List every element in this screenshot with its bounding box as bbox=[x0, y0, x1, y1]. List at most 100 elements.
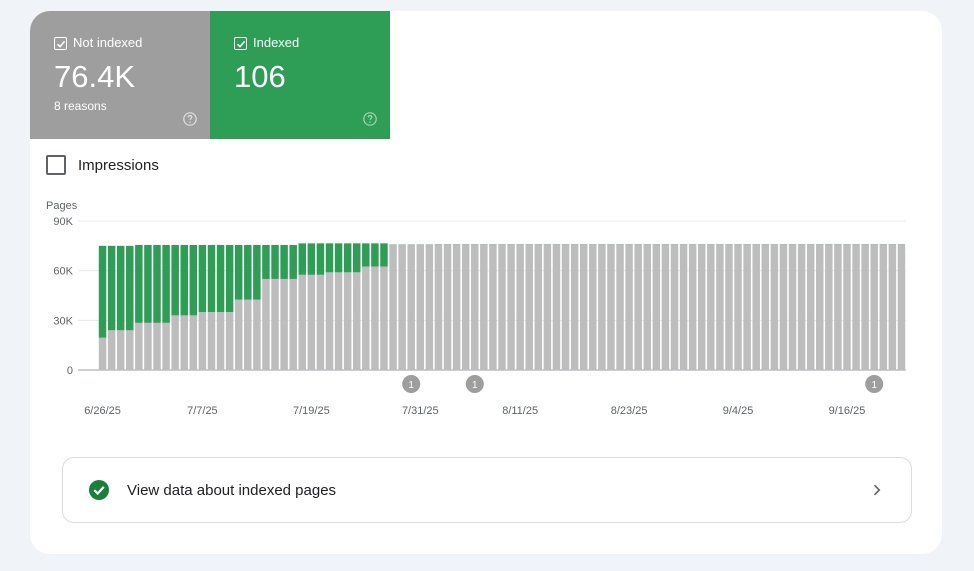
bar-not-indexed bbox=[797, 244, 806, 370]
not-indexed-label: Not indexed bbox=[73, 35, 143, 50]
bar-not-indexed bbox=[716, 244, 724, 370]
bar-not-indexed bbox=[407, 244, 415, 370]
bar-indexed bbox=[207, 245, 216, 313]
bar-not-indexed bbox=[334, 272, 343, 370]
bar-not-indexed bbox=[343, 272, 352, 370]
bar-not-indexed bbox=[189, 315, 198, 370]
bar-indexed bbox=[225, 245, 234, 313]
bar-not-indexed bbox=[761, 244, 770, 370]
bar-indexed bbox=[234, 245, 243, 300]
view-indexed-pages-link[interactable]: View data about indexed pages bbox=[62, 457, 912, 523]
bar-not-indexed bbox=[589, 244, 597, 370]
x-tick-label: 8/11/25 bbox=[502, 405, 538, 417]
help-circle-icon[interactable] bbox=[183, 112, 197, 126]
bar-indexed bbox=[144, 245, 152, 323]
bar-indexed bbox=[343, 243, 352, 273]
bar-not-indexed bbox=[561, 244, 570, 370]
impressions-toggle[interactable]: Impressions bbox=[46, 154, 159, 176]
bar-indexed bbox=[162, 245, 170, 323]
bar-not-indexed bbox=[816, 244, 824, 370]
bar-indexed bbox=[107, 245, 116, 331]
bar-indexed bbox=[271, 245, 279, 279]
bar-not-indexed bbox=[425, 244, 434, 370]
bar-not-indexed bbox=[280, 278, 288, 370]
bar-not-indexed bbox=[107, 330, 116, 370]
bar-not-indexed bbox=[180, 315, 188, 370]
x-tick-label: 7/31/25 bbox=[402, 405, 439, 417]
bar-not-indexed bbox=[398, 244, 406, 370]
indexed-checkbox[interactable] bbox=[234, 37, 247, 50]
bar-indexed bbox=[353, 243, 361, 273]
bar-not-indexed bbox=[225, 312, 234, 370]
bar-not-indexed bbox=[98, 337, 107, 370]
indexed-value: 106 bbox=[234, 59, 286, 94]
bar-not-indexed bbox=[452, 244, 461, 370]
checkmark-icon bbox=[56, 40, 65, 48]
pages-chart: Pages 90K 60K 30K 0 6/26/25 7/7/25 7/19/25 7/31/… bbox=[46, 200, 906, 417]
x-tick-label: 6/26/25 bbox=[84, 405, 121, 417]
bar-indexed bbox=[298, 243, 307, 275]
y-tick-label: 60K bbox=[53, 266, 73, 278]
check-circle-icon bbox=[89, 480, 109, 500]
bar-not-indexed bbox=[480, 244, 488, 370]
bar-indexed bbox=[362, 243, 370, 267]
bar-not-indexed bbox=[271, 278, 279, 370]
bar-not-indexed bbox=[806, 244, 815, 370]
bar-indexed bbox=[316, 243, 325, 275]
bar-not-indexed bbox=[616, 244, 624, 370]
bar-not-indexed bbox=[471, 244, 479, 370]
indexed-tile[interactable]: Indexed 106 bbox=[210, 11, 390, 139]
bar-indexed bbox=[334, 243, 343, 273]
bar-not-indexed bbox=[652, 244, 661, 370]
x-tick-label: 8/23/25 bbox=[611, 405, 648, 417]
bar-not-indexed bbox=[598, 244, 606, 370]
impressions-checkbox[interactable] bbox=[46, 155, 66, 175]
bar-not-indexed bbox=[534, 244, 543, 370]
bar-not-indexed bbox=[198, 312, 207, 370]
not-indexed-reasons: 8 reasons bbox=[54, 99, 107, 113]
x-tick-label: 9/16/25 bbox=[829, 405, 866, 417]
annotation-label: 1 bbox=[408, 380, 414, 391]
bar-indexed bbox=[307, 243, 316, 275]
impressions-label: Impressions bbox=[78, 156, 159, 174]
bar-indexed bbox=[189, 245, 198, 316]
bar-indexed bbox=[153, 245, 161, 323]
bar-not-indexed bbox=[389, 244, 397, 370]
y-tick-label: 0 bbox=[67, 365, 73, 377]
bar-indexed bbox=[171, 245, 179, 316]
bar-not-indexed bbox=[879, 244, 888, 370]
help-circle-icon[interactable] bbox=[363, 112, 377, 126]
bar-not-indexed bbox=[670, 244, 679, 370]
bar-indexed bbox=[216, 245, 225, 313]
bar-not-indexed bbox=[516, 244, 524, 370]
view-indexed-pages-label: View data about indexed pages bbox=[127, 481, 337, 499]
bar-not-indexed bbox=[216, 312, 225, 370]
not-indexed-checkbox[interactable] bbox=[54, 37, 67, 50]
bar-indexed bbox=[98, 245, 107, 338]
bar-not-indexed bbox=[234, 299, 243, 370]
bar-not-indexed bbox=[661, 244, 670, 370]
bar-not-indexed bbox=[607, 244, 615, 370]
bar-not-indexed bbox=[371, 266, 379, 370]
bar-not-indexed bbox=[870, 244, 878, 370]
not-indexed-tile[interactable]: Not indexed 76.4K 8 reasons bbox=[30, 11, 210, 139]
y-axis-title: Pages bbox=[46, 200, 78, 212]
bar-not-indexed bbox=[743, 244, 751, 370]
bar-not-indexed bbox=[688, 244, 697, 370]
bar-not-indexed bbox=[153, 322, 161, 370]
annotation-marker[interactable] bbox=[465, 375, 484, 393]
bar-not-indexed bbox=[843, 244, 851, 370]
bar-indexed bbox=[180, 245, 188, 316]
checkmark-icon bbox=[236, 40, 245, 48]
bar-not-indexed bbox=[788, 244, 797, 370]
bar-not-indexed bbox=[434, 244, 443, 370]
y-tick-label: 90K bbox=[53, 216, 73, 228]
y-tick-label: 30K bbox=[53, 315, 73, 327]
annotation-marker[interactable] bbox=[402, 375, 421, 393]
annotation-marker[interactable] bbox=[865, 375, 884, 393]
bar-not-indexed bbox=[643, 244, 651, 370]
bar-not-indexed bbox=[679, 244, 688, 370]
bar-indexed bbox=[244, 245, 252, 300]
bar-not-indexed bbox=[834, 244, 842, 370]
index-coverage-card: Not indexed 76.4K 8 reasons Indexed 106 … bbox=[30, 11, 942, 554]
